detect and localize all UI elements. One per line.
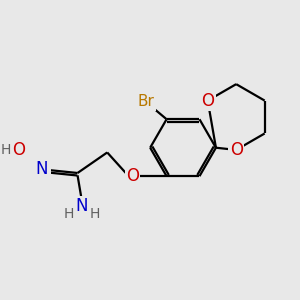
Text: O: O: [126, 167, 139, 185]
Text: H: H: [0, 143, 11, 157]
Text: O: O: [13, 141, 26, 159]
Text: N: N: [36, 160, 48, 178]
Text: Br: Br: [138, 94, 154, 110]
Text: N: N: [76, 197, 88, 215]
Text: H: H: [63, 207, 74, 221]
Text: H: H: [90, 207, 100, 221]
Text: O: O: [230, 141, 243, 159]
Text: O: O: [201, 92, 214, 110]
